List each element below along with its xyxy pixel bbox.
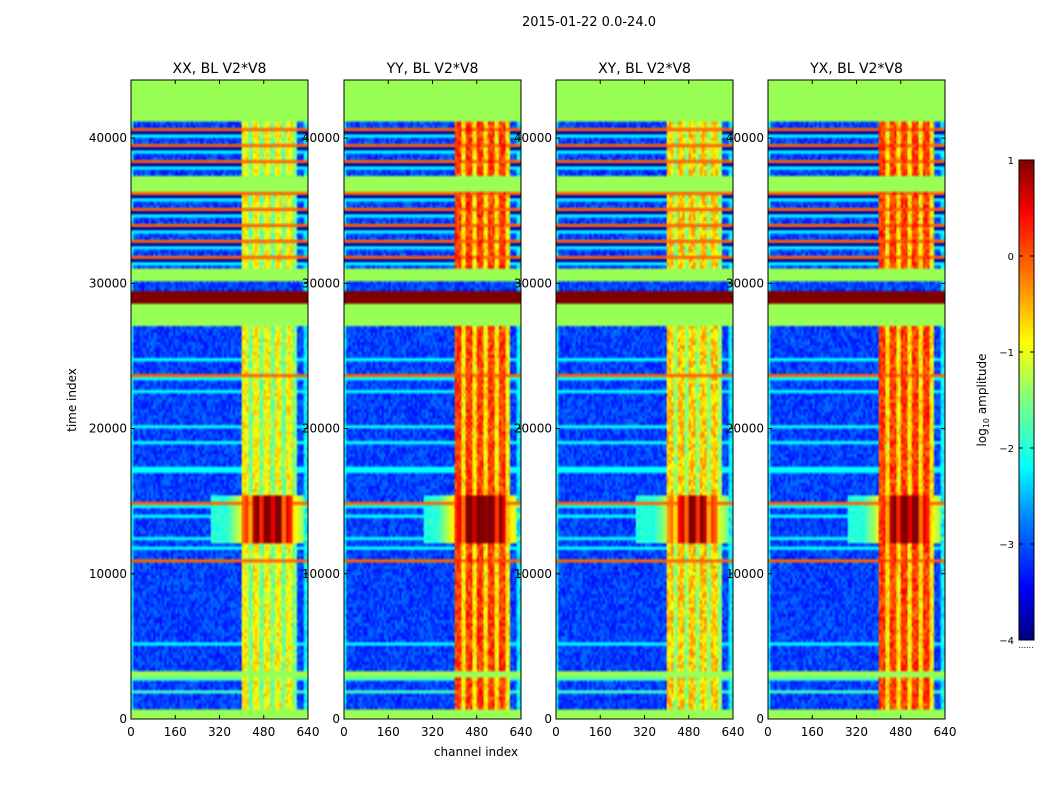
y-tick-label: 30000 bbox=[302, 276, 340, 290]
y-tick-label: 30000 bbox=[514, 276, 552, 290]
colorbar-label: log10 amplitude bbox=[975, 354, 991, 447]
colorbar-tick-label: 1 bbox=[1008, 156, 1014, 167]
panel-title: YY, BL V2*V8 bbox=[386, 61, 479, 77]
x-tick-label: 0 bbox=[340, 725, 348, 739]
colorbar-tick-label: 0 bbox=[1008, 252, 1014, 263]
colorbar-ticks: −4 −3 −2 −1 0 1 bbox=[999, 156, 1034, 647]
y-tick-label: 0 bbox=[544, 712, 552, 726]
x-tick-label: 160 bbox=[801, 725, 824, 739]
colorbar-label-rest: amplitude bbox=[975, 354, 989, 418]
colorbar-tick-label: −1 bbox=[999, 348, 1014, 359]
y-tick-label: 10000 bbox=[302, 567, 340, 581]
heatmap-image bbox=[556, 80, 733, 719]
panel-title: XX, BL V2*V8 bbox=[173, 61, 267, 77]
y-tick-label: 30000 bbox=[89, 276, 127, 290]
y-tick-label: 10000 bbox=[514, 567, 552, 581]
y-tick-label: 20000 bbox=[726, 422, 764, 436]
y-tick-label: 20000 bbox=[302, 422, 340, 436]
y-axis-label: time index bbox=[65, 368, 79, 432]
x-tick-label: 160 bbox=[589, 725, 612, 739]
y-tick-label: 40000 bbox=[726, 131, 764, 145]
x-axis-label: channel index bbox=[434, 745, 518, 759]
heatmap-image bbox=[344, 80, 521, 719]
y-tick-label: 10000 bbox=[89, 567, 127, 581]
colorbar-tick-label: −4 bbox=[999, 636, 1014, 647]
figure-title: 2015-01-22 0.0-24.0 bbox=[522, 15, 656, 30]
panel-title: YX, BL V2*V8 bbox=[809, 61, 903, 77]
x-tick-label: 0 bbox=[764, 725, 772, 739]
x-tick-label: 320 bbox=[208, 725, 231, 739]
y-tick-label: 20000 bbox=[89, 422, 127, 436]
y-tick-label: 40000 bbox=[514, 131, 552, 145]
x-tick-label: 640 bbox=[510, 725, 533, 739]
x-tick-label: 640 bbox=[722, 725, 745, 739]
colorbar-gradient bbox=[1018, 159, 1035, 641]
colorbar-label-base: log bbox=[975, 428, 989, 446]
panel-xy: XY, BL V2*V8 0 160 320 480 640 0 10000 20000 3000… bbox=[514, 61, 745, 739]
x-tick-label: 0 bbox=[127, 725, 135, 739]
y-tick-label: 0 bbox=[756, 712, 764, 726]
y-tick-label: 30000 bbox=[726, 276, 764, 290]
colorbar-tick-label: −3 bbox=[999, 540, 1014, 551]
colorbar-tick-label: −2 bbox=[999, 444, 1014, 455]
y-tick-label: 40000 bbox=[89, 131, 127, 145]
x-tick-label: 640 bbox=[934, 725, 957, 739]
x-tick-label: 0 bbox=[552, 725, 560, 739]
x-tick-label: 480 bbox=[677, 725, 700, 739]
colorbar: −4 −3 −2 −1 0 1 log10 amplitude ...... bbox=[975, 156, 1035, 650]
y-tick-label: 0 bbox=[119, 712, 127, 726]
heatmap-image bbox=[131, 80, 308, 719]
x-tick-label: 160 bbox=[377, 725, 400, 739]
x-tick-label: 480 bbox=[465, 725, 488, 739]
y-tick-label: 10000 bbox=[726, 567, 764, 581]
y-tick-label: 0 bbox=[332, 712, 340, 726]
x-tick-label: 320 bbox=[421, 725, 444, 739]
x-tick-label: 320 bbox=[633, 725, 656, 739]
x-tick-label: 320 bbox=[845, 725, 868, 739]
x-tick-label: 160 bbox=[164, 725, 187, 739]
x-tick-label: 480 bbox=[889, 725, 912, 739]
colorbar-label-sub: 10 bbox=[982, 418, 991, 428]
panels: XX, BL V2*V8 0 160 320 480 640 0 10000 20000 3000… bbox=[89, 61, 957, 739]
y-tick-label: 40000 bbox=[302, 131, 340, 145]
x-tick-label: 640 bbox=[297, 725, 320, 739]
x-tick-label: 480 bbox=[252, 725, 275, 739]
panel-title: XY, BL V2*V8 bbox=[598, 61, 691, 77]
y-tick-label: 20000 bbox=[514, 422, 552, 436]
panel-yx: YX, BL V2*V8 0 160 320 480 640 0 10000 20000 3000… bbox=[726, 61, 957, 739]
heatmap-image bbox=[768, 80, 945, 719]
colorbar-footer: ...... bbox=[1018, 641, 1033, 650]
panel-yy: YY, BL V2*V8 0 160 320 480 640 0 10000 20000 3000… bbox=[302, 61, 533, 739]
panel-xx: XX, BL V2*V8 0 160 320 480 640 0 10000 20000 3000… bbox=[89, 61, 320, 739]
